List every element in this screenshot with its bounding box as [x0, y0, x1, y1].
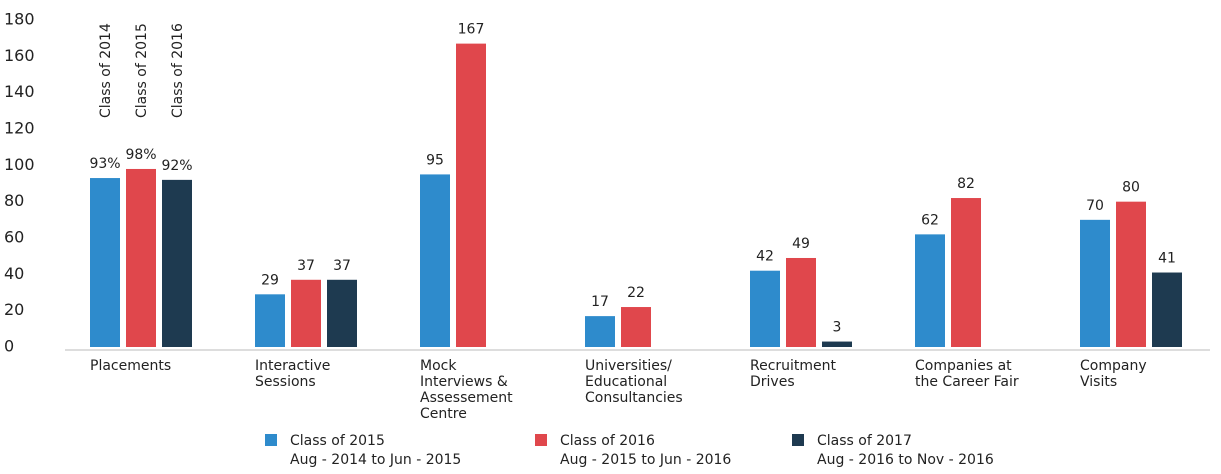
x-tick-line: Visits — [1080, 374, 1117, 390]
y-tick-label: 0 — [4, 337, 14, 356]
x-tick-line: Company — [1080, 358, 1147, 374]
legend-period: Aug - 2015 to Jun - 2016 — [560, 452, 731, 468]
x-tick-line: Drives — [750, 374, 795, 390]
value-label: 62 — [921, 212, 939, 228]
bar — [915, 234, 945, 347]
x-tick-line: Universities/ — [585, 358, 672, 374]
legend-period: Aug - 2016 to Nov - 2016 — [817, 452, 994, 468]
value-label: 17 — [591, 294, 609, 310]
value-label: 70 — [1086, 198, 1104, 214]
x-tick-label: Placements — [90, 358, 171, 374]
y-tick-label: 140 — [4, 82, 35, 101]
y-tick-label: 180 — [4, 10, 35, 29]
y-tick-label: 160 — [4, 46, 35, 65]
value-label: 98% — [125, 147, 156, 163]
value-label: 42 — [756, 249, 774, 265]
bar — [255, 294, 285, 347]
bar — [126, 168, 156, 347]
bar — [327, 279, 357, 347]
legend-swatch — [792, 434, 804, 446]
bar — [291, 279, 321, 347]
bar — [1152, 272, 1182, 347]
x-tick-line: Centre — [420, 406, 467, 422]
bar — [786, 257, 816, 347]
x-tick-line: Interviews & — [420, 374, 508, 390]
legend-swatch — [265, 434, 277, 446]
x-tick-label: Mock Interviews & Assessement Centre — [420, 358, 513, 422]
y-tick-label: 120 — [4, 119, 35, 138]
legend-label: Class of 2015 — [290, 433, 385, 449]
value-label: 80 — [1122, 180, 1140, 196]
bar — [951, 198, 981, 347]
value-label: 22 — [627, 285, 645, 301]
y-tick-label: 80 — [4, 191, 24, 210]
x-tick-line: Recruitment — [750, 358, 837, 374]
legend-period: Aug - 2014 to Jun - 2015 — [290, 452, 461, 468]
bar — [585, 316, 615, 347]
annotation: Class of 2016 — [170, 23, 186, 118]
bar — [1116, 201, 1146, 347]
value-label: 3 — [833, 320, 842, 336]
value-label: 37 — [297, 258, 315, 274]
value-label: 29 — [261, 272, 279, 288]
bar — [456, 43, 486, 347]
value-label: 82 — [957, 176, 975, 192]
value-label: 41 — [1158, 251, 1176, 267]
bar — [822, 341, 852, 347]
x-tick-line: Interactive — [255, 358, 330, 374]
y-tick-label: 20 — [4, 300, 24, 319]
x-tick-line: Assessement — [420, 390, 513, 406]
x-tick-line: Sessions — [255, 374, 316, 390]
value-label: 49 — [792, 236, 810, 252]
legend-swatch — [535, 434, 547, 446]
bar — [162, 179, 192, 347]
y-tick-label: 60 — [4, 228, 24, 247]
bar — [90, 178, 120, 347]
value-label: 92% — [161, 158, 192, 174]
bar — [1080, 219, 1110, 347]
x-tick-label: Company Visits — [1080, 358, 1147, 390]
x-tick-line: the Career Fair — [915, 374, 1019, 390]
bar — [420, 174, 450, 347]
y-tick-label: 100 — [4, 155, 35, 174]
x-tick-label: Companies at the Career Fair — [915, 358, 1019, 390]
x-tick-label: Recruitment Drives — [750, 358, 837, 390]
value-label: 167 — [458, 22, 485, 38]
x-tick-line: Placements — [90, 358, 171, 374]
value-label: 37 — [333, 258, 351, 274]
x-tick-line: Mock — [420, 358, 457, 374]
annotation: Class of 2014 — [98, 23, 114, 118]
x-tick-label: Interactive Sessions — [255, 358, 330, 390]
x-tick-label: Universities/Educational Consultancies — [585, 358, 683, 406]
x-tick-line: Educational — [585, 374, 667, 390]
legend-label: Class of 2017 — [817, 433, 912, 449]
annotation: Class of 2015 — [134, 23, 150, 118]
y-tick-label: 40 — [4, 264, 24, 283]
x-tick-line: Companies at — [915, 358, 1012, 374]
value-label: 95 — [426, 152, 444, 168]
bar — [621, 307, 651, 347]
legend-label: Class of 2016 — [560, 433, 655, 449]
x-tick-line: Consultancies — [585, 390, 683, 406]
bar — [750, 270, 780, 347]
value-label: 93% — [89, 156, 120, 172]
